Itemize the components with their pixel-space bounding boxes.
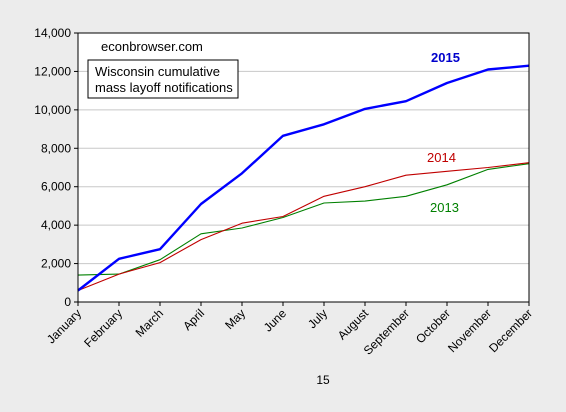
y-tick-label: 14,000 bbox=[34, 26, 71, 40]
x-tick-label: May bbox=[222, 306, 248, 332]
annotation-line-2: mass layoff notifications bbox=[95, 80, 233, 95]
x-tick-label: January bbox=[44, 306, 84, 346]
y-axis: 0 2,000 4,000 6,000 8,000 10,000 12,000 14,000 bbox=[34, 26, 78, 309]
series-label-2013: 2013 bbox=[430, 200, 459, 215]
y-tick-label: 8,000 bbox=[41, 141, 71, 155]
plot-frame bbox=[77, 32, 530, 303]
series-label-2015: 2015 bbox=[431, 50, 460, 65]
x-axis-label: 15 bbox=[316, 373, 330, 387]
gridlines bbox=[78, 70, 529, 265]
series-line-2013 bbox=[77, 163, 530, 276]
series-label-2014: 2014 bbox=[427, 150, 456, 165]
x-tick-label: February bbox=[81, 306, 125, 350]
series-line-2015 bbox=[77, 64, 530, 292]
x-tick-label: December bbox=[486, 306, 535, 355]
x-tick-label: April bbox=[180, 306, 207, 333]
y-tick-label: 10,000 bbox=[34, 103, 71, 117]
y-tick-label: 4,000 bbox=[41, 218, 71, 232]
x-tick-label: October bbox=[413, 306, 453, 346]
x-tick-label: March bbox=[133, 306, 166, 339]
annotation-line-1: Wisconsin cumulative bbox=[95, 64, 220, 79]
source-annotation: econbrowser.com bbox=[101, 39, 203, 54]
series-lines bbox=[77, 64, 530, 292]
x-tick-label: November bbox=[445, 306, 494, 355]
y-tick-label: 6,000 bbox=[41, 180, 71, 194]
y-tick-label: 0 bbox=[64, 295, 71, 309]
x-tick-label: June bbox=[261, 306, 290, 335]
y-tick-label: 2,000 bbox=[41, 257, 71, 271]
annotation-box bbox=[87, 59, 239, 99]
y-tick-label: 12,000 bbox=[34, 64, 71, 78]
series-line-2014 bbox=[77, 162, 530, 292]
x-tick-label: August bbox=[335, 306, 372, 343]
x-tick-label: July bbox=[305, 306, 330, 331]
